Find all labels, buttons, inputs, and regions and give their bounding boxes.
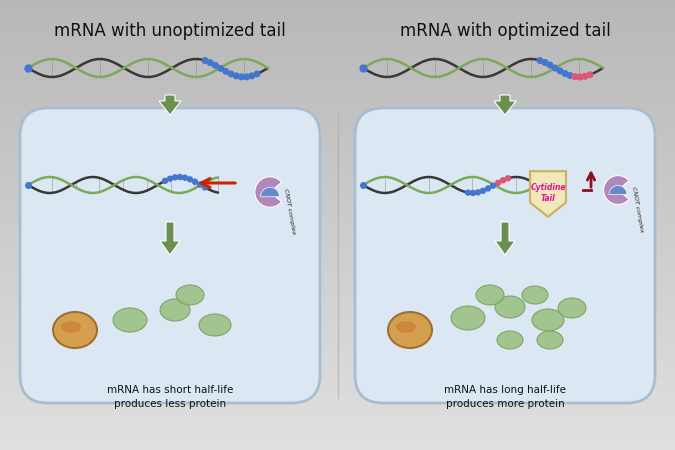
Circle shape xyxy=(163,178,167,183)
Polygon shape xyxy=(159,95,181,115)
Wedge shape xyxy=(609,185,627,194)
Circle shape xyxy=(485,186,491,191)
Circle shape xyxy=(182,175,188,180)
Circle shape xyxy=(577,74,583,80)
Ellipse shape xyxy=(61,321,81,333)
Ellipse shape xyxy=(476,285,504,305)
Circle shape xyxy=(587,72,593,77)
Circle shape xyxy=(249,73,254,79)
Circle shape xyxy=(506,176,510,181)
Circle shape xyxy=(537,58,543,63)
Ellipse shape xyxy=(176,285,204,305)
Circle shape xyxy=(207,60,213,65)
Wedge shape xyxy=(603,176,629,204)
Text: CNOT complex: CNOT complex xyxy=(630,186,643,233)
Circle shape xyxy=(238,74,244,80)
Circle shape xyxy=(198,182,202,187)
Ellipse shape xyxy=(532,309,564,331)
Circle shape xyxy=(475,190,481,195)
FancyBboxPatch shape xyxy=(20,108,320,403)
Circle shape xyxy=(213,63,218,68)
Circle shape xyxy=(178,175,182,180)
Circle shape xyxy=(192,179,198,184)
Circle shape xyxy=(470,190,475,195)
Text: mRNA with optimized tail: mRNA with optimized tail xyxy=(400,22,610,40)
Circle shape xyxy=(167,176,173,181)
Circle shape xyxy=(481,188,485,194)
Circle shape xyxy=(557,68,563,74)
Polygon shape xyxy=(495,222,515,255)
Text: mRNA has short half-life
produces less protein: mRNA has short half-life produces less p… xyxy=(107,385,233,409)
Ellipse shape xyxy=(53,312,97,348)
Circle shape xyxy=(562,71,568,77)
Ellipse shape xyxy=(522,286,548,304)
Ellipse shape xyxy=(396,321,416,333)
Circle shape xyxy=(500,178,506,183)
Ellipse shape xyxy=(160,299,190,321)
Ellipse shape xyxy=(558,298,586,318)
Circle shape xyxy=(547,62,553,68)
Circle shape xyxy=(228,71,234,77)
Circle shape xyxy=(583,73,588,79)
Wedge shape xyxy=(254,177,281,207)
Polygon shape xyxy=(160,222,180,255)
Circle shape xyxy=(495,180,500,185)
Circle shape xyxy=(202,185,207,190)
Ellipse shape xyxy=(113,308,147,332)
Circle shape xyxy=(188,177,192,182)
FancyBboxPatch shape xyxy=(355,108,655,403)
Text: Cytidine
Tail: Cytidine Tail xyxy=(531,183,566,202)
Circle shape xyxy=(542,60,548,65)
Circle shape xyxy=(567,73,573,78)
Text: CNOT complex: CNOT complex xyxy=(284,188,296,235)
Circle shape xyxy=(552,65,558,71)
Wedge shape xyxy=(261,187,279,197)
Ellipse shape xyxy=(199,314,231,336)
Text: mRNA with unoptimized tail: mRNA with unoptimized tail xyxy=(54,22,286,40)
Circle shape xyxy=(173,175,178,180)
Ellipse shape xyxy=(497,331,523,349)
Ellipse shape xyxy=(495,296,525,318)
Circle shape xyxy=(218,66,223,71)
Circle shape xyxy=(572,74,578,80)
Circle shape xyxy=(234,73,239,79)
Circle shape xyxy=(254,71,260,77)
Polygon shape xyxy=(494,95,516,115)
Circle shape xyxy=(491,183,495,188)
Ellipse shape xyxy=(388,312,432,348)
Polygon shape xyxy=(530,171,566,217)
Text: mRNA has long half-life
produces more protein: mRNA has long half-life produces more pr… xyxy=(444,385,566,409)
Ellipse shape xyxy=(451,306,485,330)
Ellipse shape xyxy=(537,331,563,349)
Circle shape xyxy=(202,58,208,63)
Circle shape xyxy=(223,68,229,74)
Circle shape xyxy=(466,190,470,195)
Circle shape xyxy=(244,74,249,80)
